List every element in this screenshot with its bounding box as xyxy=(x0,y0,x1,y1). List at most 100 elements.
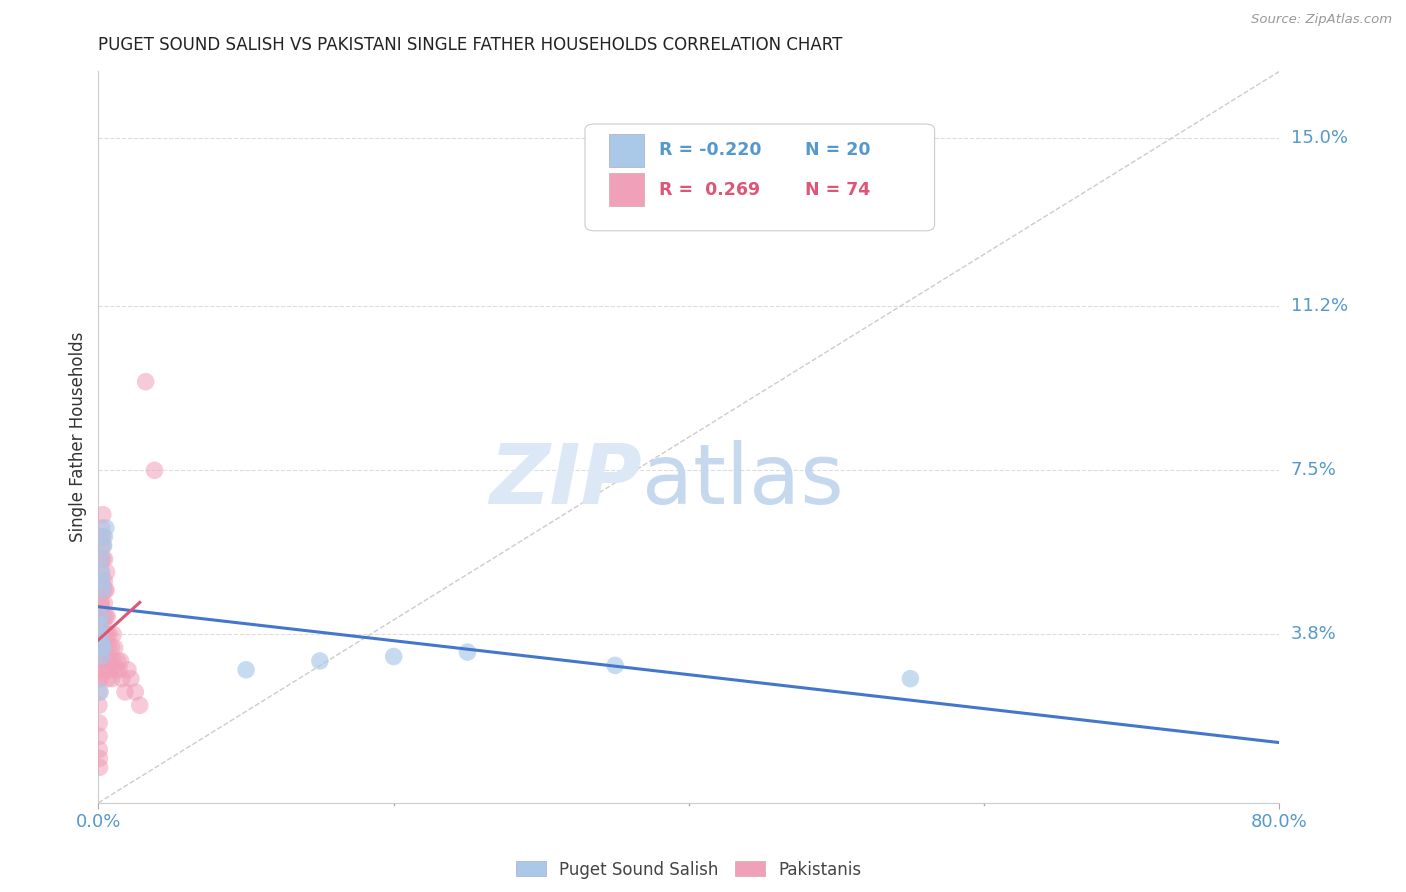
Point xyxy=(90,636,112,650)
Point xyxy=(90,654,112,668)
Point xyxy=(94,640,117,655)
Point xyxy=(114,685,136,699)
Point xyxy=(90,552,112,566)
Point xyxy=(91,582,114,597)
Point xyxy=(87,685,110,699)
Point xyxy=(90,600,112,615)
Point xyxy=(90,582,112,597)
Text: R =  0.269: R = 0.269 xyxy=(659,181,761,199)
Point xyxy=(456,645,478,659)
Point xyxy=(90,552,112,566)
Bar xyxy=(609,173,644,206)
Legend: Puget Sound Salish, Pakistanis: Puget Sound Salish, Pakistanis xyxy=(516,861,862,879)
Point xyxy=(89,729,111,743)
Point xyxy=(89,716,111,731)
Point xyxy=(87,698,110,713)
Point xyxy=(93,596,115,610)
Point xyxy=(96,609,118,624)
Point xyxy=(108,663,131,677)
Point xyxy=(605,658,627,673)
Point xyxy=(100,640,122,655)
Point xyxy=(90,539,112,553)
Point xyxy=(103,654,125,668)
Text: N = 20: N = 20 xyxy=(804,141,870,160)
Point xyxy=(96,627,118,641)
Point xyxy=(110,654,132,668)
Point xyxy=(89,672,111,686)
Point xyxy=(91,609,114,624)
Point xyxy=(97,654,120,668)
Point xyxy=(91,508,114,522)
Text: 15.0%: 15.0% xyxy=(1291,128,1347,147)
Point xyxy=(93,618,115,632)
Point xyxy=(93,539,115,553)
Text: Source: ZipAtlas.com: Source: ZipAtlas.com xyxy=(1251,13,1392,27)
Point xyxy=(91,574,114,589)
Point xyxy=(94,582,117,597)
Text: R = -0.220: R = -0.220 xyxy=(659,141,762,160)
Point xyxy=(309,654,332,668)
Point xyxy=(90,649,112,664)
Text: PUGET SOUND SALISH VS PAKISTANI SINGLE FATHER HOUSEHOLDS CORRELATION CHART: PUGET SOUND SALISH VS PAKISTANI SINGLE F… xyxy=(98,36,842,54)
Point xyxy=(100,672,122,686)
Point xyxy=(91,530,114,544)
Point xyxy=(900,672,922,686)
Point xyxy=(89,636,111,650)
Point xyxy=(90,566,112,580)
Point xyxy=(143,463,166,477)
Point xyxy=(104,640,127,655)
Point xyxy=(107,654,129,668)
Point xyxy=(111,672,134,686)
Point xyxy=(89,618,111,632)
Text: 7.5%: 7.5% xyxy=(1291,461,1337,479)
Text: 11.2%: 11.2% xyxy=(1291,297,1348,315)
Point xyxy=(94,627,117,641)
Text: atlas: atlas xyxy=(641,441,844,522)
Point xyxy=(90,566,112,580)
Point xyxy=(93,609,115,624)
Point xyxy=(105,663,128,677)
Point xyxy=(90,521,112,535)
Point xyxy=(90,530,112,544)
FancyBboxPatch shape xyxy=(585,124,935,231)
Point xyxy=(89,760,111,774)
Point xyxy=(235,663,257,677)
Point xyxy=(98,663,121,677)
Point xyxy=(91,640,114,655)
Point xyxy=(94,521,117,535)
Point xyxy=(93,530,115,544)
Point xyxy=(89,609,111,624)
Point xyxy=(91,539,114,553)
Point xyxy=(90,627,112,641)
Y-axis label: Single Father Households: Single Father Households xyxy=(69,332,87,542)
Point xyxy=(89,685,111,699)
Point xyxy=(124,685,146,699)
Point xyxy=(89,627,111,641)
Point xyxy=(90,596,112,610)
Point xyxy=(96,663,118,677)
Point xyxy=(90,574,112,589)
Point xyxy=(98,654,121,668)
Text: ZIP: ZIP xyxy=(489,441,641,522)
Point xyxy=(89,618,111,632)
Point xyxy=(89,751,111,765)
Point xyxy=(89,663,111,677)
Point xyxy=(93,552,115,566)
Point xyxy=(96,566,118,580)
Point xyxy=(91,640,114,655)
Point xyxy=(128,698,150,713)
Point xyxy=(89,654,111,668)
Point xyxy=(135,375,157,389)
Point xyxy=(90,609,112,624)
Point xyxy=(89,627,111,641)
Point xyxy=(97,640,120,655)
Point xyxy=(94,609,117,624)
Point xyxy=(93,574,115,589)
Text: 3.8%: 3.8% xyxy=(1291,625,1336,643)
Point xyxy=(89,596,111,610)
Point xyxy=(89,672,111,686)
Text: N = 74: N = 74 xyxy=(804,181,870,199)
Point xyxy=(97,672,120,686)
Point xyxy=(120,672,142,686)
Point xyxy=(94,582,117,597)
